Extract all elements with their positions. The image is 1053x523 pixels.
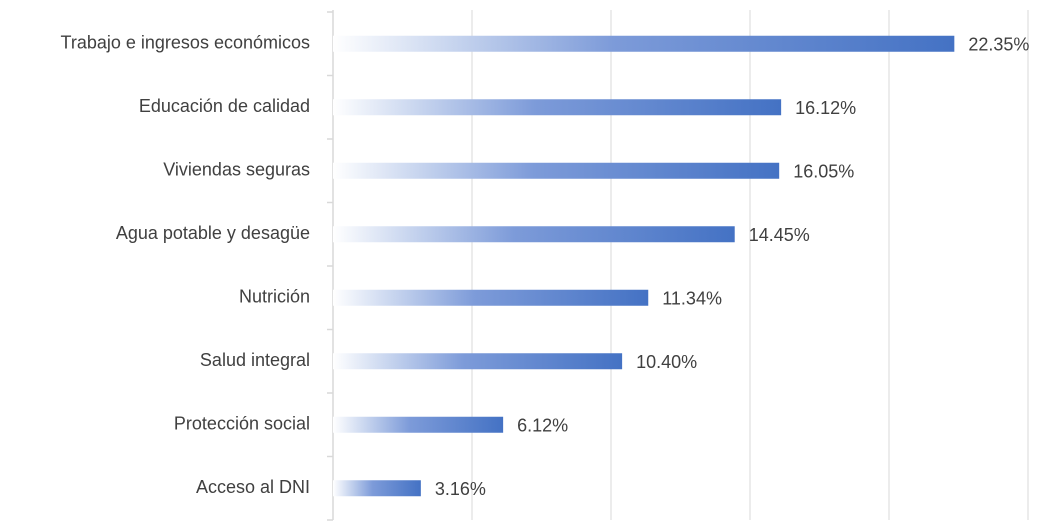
bar [333,353,623,370]
value-label: 6.12% [517,416,568,436]
y-tick-label: Trabajo e ingresos económicos [61,33,310,53]
value-label: 16.05% [793,162,854,182]
value-label: 22.35% [968,35,1029,55]
value-label: 10.40% [636,352,697,372]
y-tick-label: Viviendas seguras [163,160,310,180]
bar [333,480,421,497]
value-label: 11.34% [662,289,722,309]
bar [333,416,504,433]
bar [333,289,649,306]
y-tick-label: Educación de calidad [139,96,310,116]
y-tick-label: Nutrición [239,287,310,307]
bar [333,226,735,243]
bar [333,35,955,52]
bar [333,99,782,116]
y-tick-label: Salud integral [200,350,310,370]
bar [333,162,780,179]
y-tick-label: Acceso al DNI [196,477,310,497]
y-tick-label: Protección social [174,414,310,434]
y-tick-label: Agua potable y desagüe [116,223,310,243]
value-label: 3.16% [435,479,486,499]
value-label: 16.12% [795,98,856,118]
value-label: 14.45% [749,225,810,245]
